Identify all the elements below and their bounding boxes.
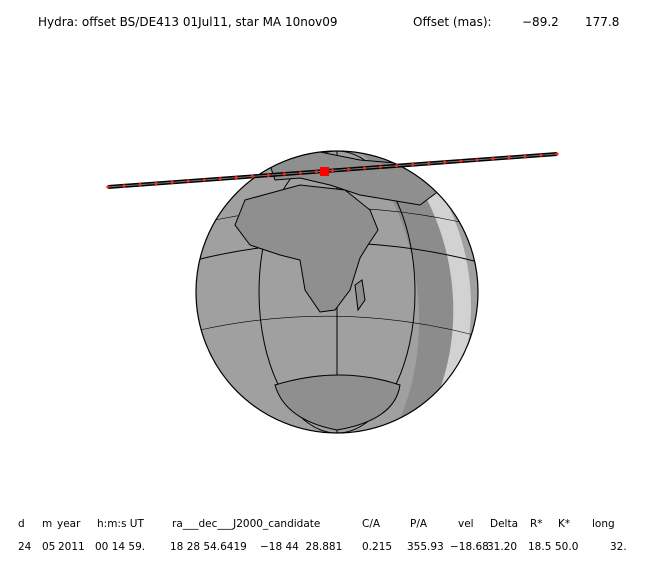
track-dot bbox=[122, 184, 126, 188]
column-header: h:m:s UT bbox=[97, 518, 144, 530]
column-header: ra___dec___J2000_candidate bbox=[172, 518, 320, 530]
track-dot bbox=[443, 160, 447, 164]
track-dot bbox=[138, 183, 142, 187]
table-cell: 05 bbox=[42, 541, 55, 553]
track-dot bbox=[507, 155, 511, 160]
track-dot bbox=[154, 181, 158, 186]
table-cell: 355.93 bbox=[407, 541, 444, 553]
offset-x: −89.2 bbox=[522, 15, 559, 29]
track-dot bbox=[298, 171, 303, 175]
track-dot bbox=[523, 154, 527, 158]
table-cell: 00 14 59. bbox=[95, 541, 145, 553]
column-header: year bbox=[57, 518, 81, 530]
track-dot bbox=[282, 172, 286, 176]
globe-outline bbox=[195, 150, 479, 434]
track-dot bbox=[234, 175, 238, 180]
table-cell: 18.5 bbox=[528, 541, 551, 553]
occultation-track bbox=[106, 152, 559, 189]
results-table: d m year h:m:s UT ra___dec___J2000_candidate… bbox=[18, 518, 627, 553]
table-cell: 18 28 54.6419 bbox=[170, 541, 247, 553]
track-dot bbox=[314, 170, 319, 174]
track-dot bbox=[539, 153, 543, 157]
table-cell: 2011 bbox=[58, 541, 85, 553]
track-dot bbox=[186, 179, 190, 183]
column-header: Delta bbox=[490, 518, 518, 530]
track-dot bbox=[475, 158, 479, 162]
column-header: P/A bbox=[410, 518, 428, 530]
track-dot bbox=[379, 165, 383, 169]
table-cell: 32. bbox=[610, 541, 627, 553]
title: Hydra: offset BS/DE413 01Jul11, star MA … bbox=[38, 15, 338, 29]
column-header: long bbox=[592, 518, 615, 530]
column-header: K* bbox=[558, 518, 570, 530]
track-dot bbox=[491, 157, 495, 161]
track-dot bbox=[555, 152, 559, 156]
table-cell: −18 44 28.881 bbox=[260, 541, 342, 553]
center-marker bbox=[320, 167, 329, 176]
track-dot bbox=[218, 177, 222, 181]
column-header: vel bbox=[458, 518, 474, 530]
table-cell: 31.20 bbox=[487, 541, 517, 553]
table-cell: 50.0 bbox=[555, 541, 578, 553]
track-dot bbox=[266, 173, 270, 177]
track-dot bbox=[395, 164, 399, 168]
track-dot bbox=[330, 168, 335, 173]
continents bbox=[234, 151, 441, 431]
offset-label: Offset (mas): bbox=[413, 15, 492, 29]
table-cell: 24 bbox=[18, 541, 32, 553]
column-header: C/A bbox=[362, 518, 381, 530]
track-dot bbox=[427, 161, 431, 166]
column-header: R* bbox=[530, 518, 543, 530]
table-cell: 0.215 bbox=[362, 541, 392, 553]
track-dot bbox=[170, 180, 174, 184]
track-dot bbox=[202, 178, 206, 182]
track-dot bbox=[346, 167, 351, 171]
track-dot bbox=[250, 174, 254, 178]
column-header: d bbox=[18, 518, 25, 530]
offset-y: 177.8 bbox=[585, 15, 619, 29]
track-dot bbox=[411, 163, 415, 167]
track-dot bbox=[106, 185, 110, 189]
column-header: m bbox=[42, 518, 52, 530]
table-cell: −18.68 bbox=[450, 541, 489, 553]
track-dot bbox=[362, 166, 367, 170]
track-dot bbox=[459, 159, 463, 163]
